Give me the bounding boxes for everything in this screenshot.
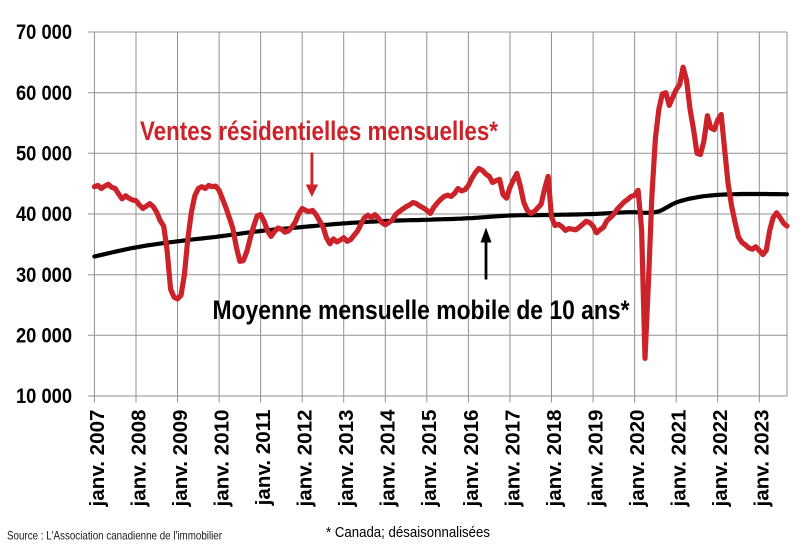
svg-text:janv. 2022: janv. 2022 (709, 410, 732, 508)
svg-text:50 000: 50 000 (16, 143, 72, 166)
svg-text:janv. 2016: janv. 2016 (460, 410, 483, 508)
svg-text:janv. 2015: janv. 2015 (418, 410, 441, 508)
svg-text:60 000: 60 000 (16, 82, 72, 105)
svg-text:janv. 2010: janv. 2010 (211, 410, 234, 508)
svg-text:janv. 2021: janv. 2021 (668, 410, 691, 508)
svg-text:Moyenne mensuelle mobile de 10: Moyenne mensuelle mobile de 10 ans* (213, 295, 630, 325)
svg-text:janv. 2008: janv. 2008 (127, 410, 150, 508)
svg-text:* Canada; désaisonnalisées: * Canada; désaisonnalisées (326, 525, 490, 541)
svg-text:janv. 2011: janv. 2011 (252, 410, 275, 507)
svg-text:janv. 2019: janv. 2019 (585, 410, 608, 508)
svg-text:20 000: 20 000 (16, 325, 72, 348)
svg-text:10 000: 10 000 (16, 385, 72, 408)
svg-text:janv. 2009: janv. 2009 (169, 410, 192, 508)
svg-text:70 000: 70 000 (16, 21, 72, 44)
svg-text:janv. 2007: janv. 2007 (86, 410, 109, 508)
svg-text:janv. 2017: janv. 2017 (501, 410, 524, 508)
svg-text:janv. 2013: janv. 2013 (335, 410, 358, 508)
svg-text:Source : L'Association canadie: Source : L'Association canadienne de l'i… (7, 529, 222, 543)
svg-text:janv. 2012: janv. 2012 (294, 410, 317, 508)
svg-text:Ventes résidentielles mensuell: Ventes résidentielles mensuelles* (140, 116, 498, 146)
svg-text:janv. 2020: janv. 2020 (626, 410, 649, 508)
svg-text:janv. 2014: janv. 2014 (377, 409, 400, 507)
svg-text:40 000: 40 000 (16, 203, 72, 226)
svg-text:janv. 2018: janv. 2018 (543, 410, 566, 508)
svg-text:30 000: 30 000 (16, 264, 72, 287)
svg-text:janv. 2023: janv. 2023 (751, 410, 774, 508)
